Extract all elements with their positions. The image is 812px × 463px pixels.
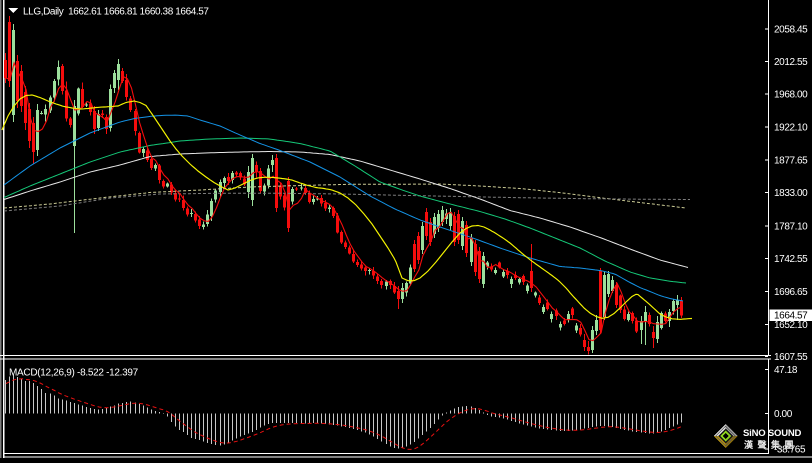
svg-text:1877.65: 1877.65 bbox=[774, 156, 808, 167]
svg-text:2012.55: 2012.55 bbox=[774, 57, 808, 68]
svg-text:1696.65: 1696.65 bbox=[774, 287, 808, 298]
svg-text:1787.10: 1787.10 bbox=[774, 222, 808, 233]
svg-text:47.18: 47.18 bbox=[774, 365, 798, 376]
svg-text:1922.10: 1922.10 bbox=[774, 123, 808, 134]
svg-text:MACD(12,26,9) -8.522 -12.397: MACD(12,26,9) -8.522 -12.397 bbox=[9, 368, 139, 379]
svg-text:1652.10: 1652.10 bbox=[774, 320, 808, 331]
svg-text:0.00: 0.00 bbox=[774, 409, 793, 420]
svg-text:2058.45: 2058.45 bbox=[774, 25, 808, 36]
svg-text:1833.00: 1833.00 bbox=[774, 188, 808, 199]
svg-text:SiNO SOUND: SiNO SOUND bbox=[743, 428, 802, 439]
svg-text:1607.55: 1607.55 bbox=[774, 352, 808, 363]
svg-text:LLG,Daily 1662.61 1666.81 166: LLG,Daily 1662.61 1666.81 1660.38 1664.5… bbox=[23, 7, 209, 18]
svg-text:1664.57: 1664.57 bbox=[774, 311, 808, 322]
svg-text:1968.00: 1968.00 bbox=[774, 90, 808, 101]
svg-text:1742.55: 1742.55 bbox=[774, 254, 808, 265]
svg-text:漢聲集團: 漢聲集團 bbox=[744, 439, 798, 450]
